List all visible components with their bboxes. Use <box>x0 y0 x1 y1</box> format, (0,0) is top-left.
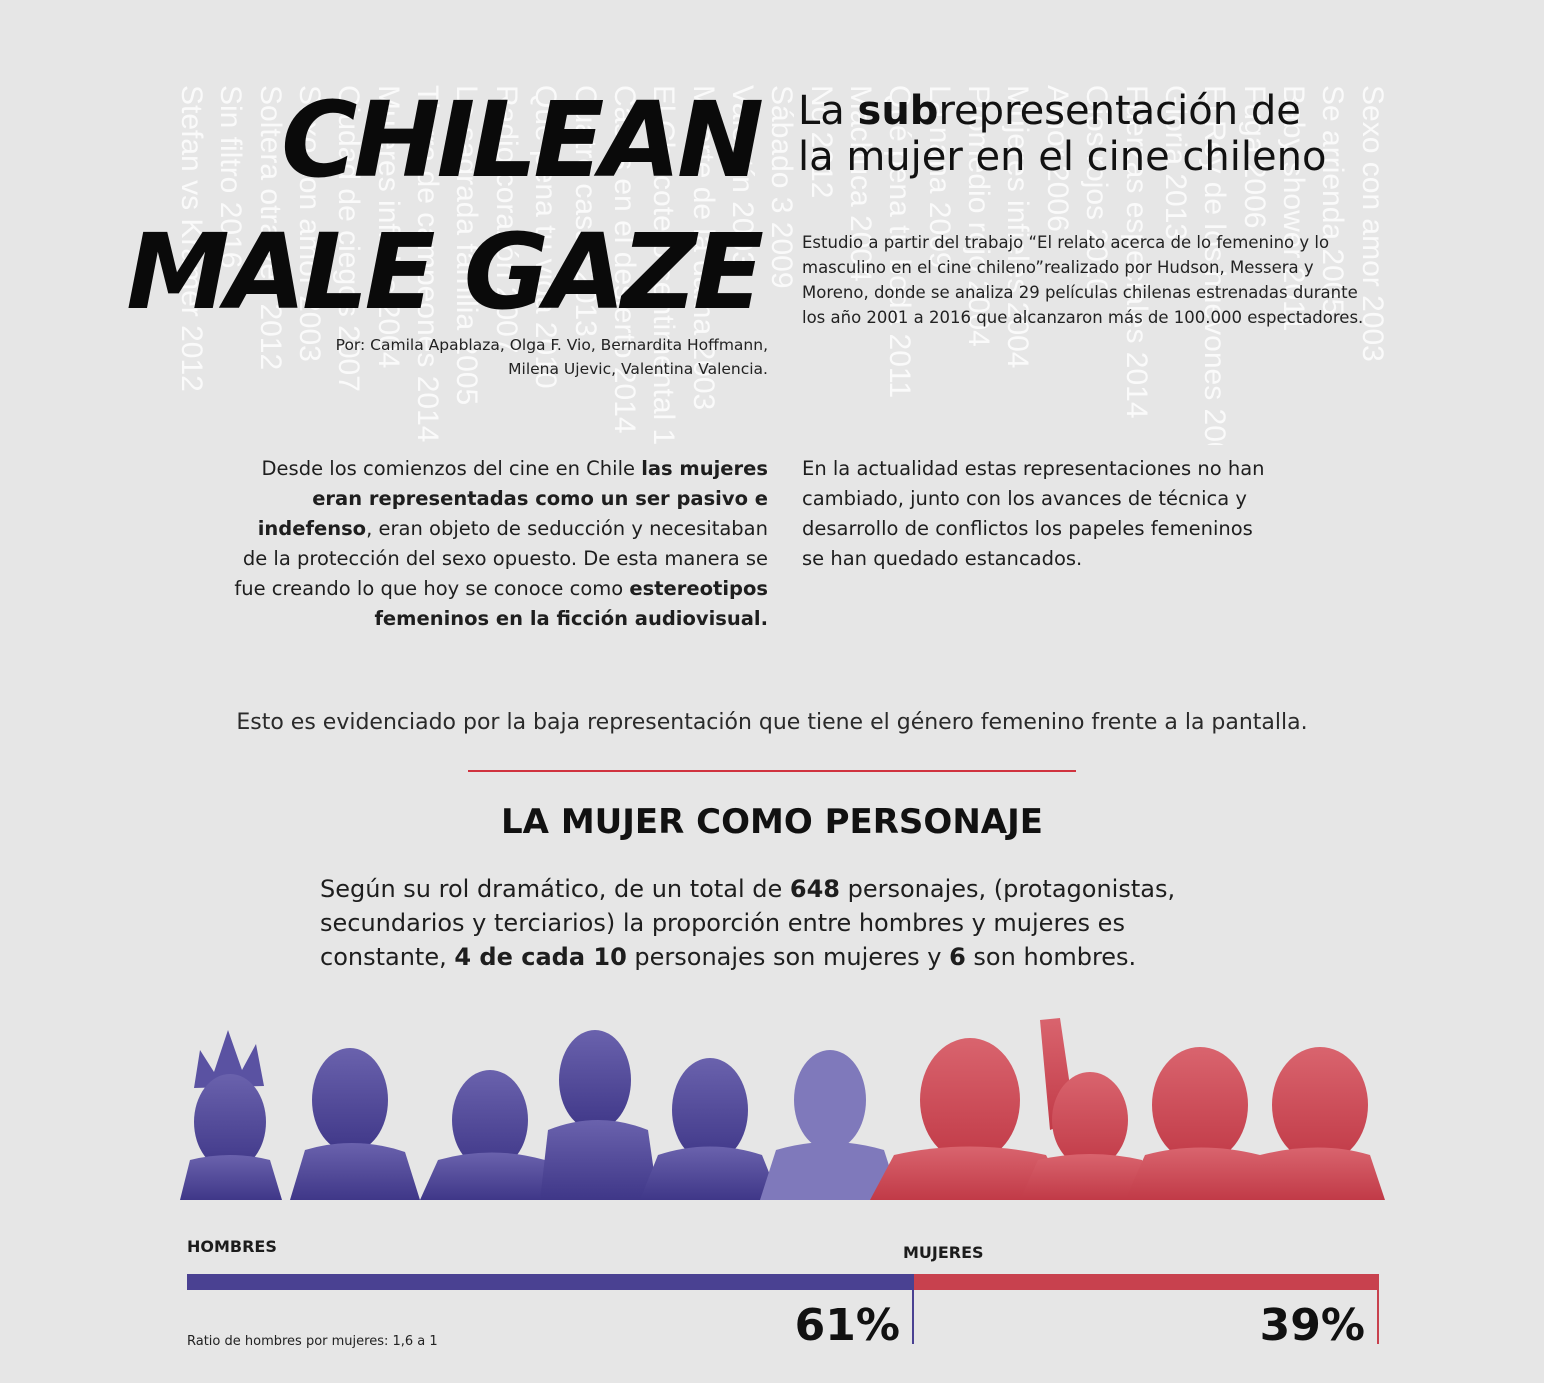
background-film-title: La nana 2009 <box>923 85 956 269</box>
bold-number: 648 <box>789 875 840 903</box>
title-line-1: CHILEAN <box>281 79 764 201</box>
background-film-title: Machuca 2004 <box>844 85 877 282</box>
portrait-man-6 <box>760 1050 900 1200</box>
bar-hombres <box>187 1274 914 1290</box>
background-film-title: Se arrienda 2005 <box>1316 85 1349 316</box>
authors-line-2: Milena Ujevic, Valentina Valencia. <box>508 360 768 378</box>
background-film-title: Sábado 3 2009 <box>765 85 798 289</box>
text: Desde los comienzos del cine en Chile <box>261 457 642 480</box>
bold-text: 4 de cada 10 <box>454 943 627 971</box>
text: secundarios y terciarios) la proporción … <box>320 909 1125 937</box>
text: de la protección del sexo opuesto. De es… <box>242 547 768 570</box>
evidence-line: Esto es evidenciado por la baja represen… <box>236 710 1308 735</box>
portrait-woman-4 <box>1240 1047 1385 1200</box>
intro-line: Estudio a partir del trabajo “El relato … <box>802 233 1330 252</box>
section-heading: LA MUJER COMO PERSONAJE <box>501 802 1043 842</box>
text: personajes, (protagonistas, <box>839 875 1176 903</box>
background-film-title: Promedio rojo 2004 <box>962 85 995 347</box>
red-divider <box>468 770 1076 772</box>
section-body: Según su rol dramático, de un total de 6… <box>320 872 1320 974</box>
subtitle-rest: representación de <box>938 88 1301 134</box>
background-film-title: La sagrada familia 2005 <box>450 85 483 406</box>
subtitle-line-2: la mujer en el cine chileno <box>798 134 1327 180</box>
authors: Por: Camila Apablaza, Olga F. Vio, Berna… <box>200 333 768 381</box>
ratio-footnote: Ratio de hombres por mujeres: 1,6 a 1 <box>187 1334 438 1349</box>
background-film-title: Muerte de la dama 2003 <box>687 85 720 411</box>
background-film-title: Sexo con amor 2003 <box>1356 85 1389 362</box>
portrait-woman-3 <box>1125 1047 1280 1200</box>
background-film-title: Gloria 2013 <box>1159 85 1192 241</box>
background-film-titles: Stefan vs Kramer 2012 Sin filtro 2016 Solt… <box>170 85 1390 445</box>
subtitle-bold: sub <box>857 88 939 134</box>
label-hombres: HOMBRES <box>187 1237 277 1256</box>
portrait-strip <box>180 1018 1385 1200</box>
text: En la actualidad estas representaciones … <box>802 457 1265 480</box>
background-film-title: Casas en el desierto 2014 <box>608 85 641 434</box>
bold-text: femeninos en la ficción audiovisual. <box>374 607 768 630</box>
bold-text: eran representadas como un ser pasivo e <box>312 487 768 510</box>
background-film-title: Qué pena tu vida 2010 <box>529 85 562 389</box>
bold-text: estereotipos <box>629 577 768 600</box>
background-film-title: Valentín 2003 <box>726 85 759 268</box>
text: desarrollo de conflictos los papeles fem… <box>802 517 1253 540</box>
background-film-title: Radio corazón 2007 <box>490 85 523 354</box>
background-film-title: Mujeres infieles 2004 <box>372 85 405 369</box>
subtitle: La subrepresentación de la mujer en el c… <box>798 88 1326 180</box>
text: Según su rol dramático, de un total de <box>320 875 790 903</box>
authors-line-1: Por: Camila Apablaza, Olga F. Vio, Berna… <box>335 336 768 354</box>
background-film-title: Fuerzas especiales 2014 <box>1120 85 1153 419</box>
portrait-woman-2 <box>1020 1018 1160 1200</box>
portrait-man-1 <box>180 1030 282 1200</box>
background-film-title: El Rey de los huevones 2006 <box>1198 85 1231 445</box>
right-paragraph: En la actualidad estas representaciones … <box>802 454 1402 574</box>
percent-hombres: 61% <box>794 1300 900 1351</box>
percent-mujeres: 39% <box>1259 1300 1365 1351</box>
text: fue creando lo que hoy se conoce como <box>234 577 630 600</box>
text: son hombres. <box>965 943 1137 971</box>
text: se han quedado estancados. <box>802 547 1083 570</box>
background-film-title: Qué pena tu boda 2011 <box>883 85 916 399</box>
background-film-title: Ojos rojos 2010 <box>1080 85 1113 296</box>
text: , eran objeto de seducción y necesitaban <box>366 517 768 540</box>
background-film-title: No 2012 <box>805 85 838 199</box>
bold-text: las mujeres <box>641 457 768 480</box>
bar-mujeres-end-tick <box>1377 1274 1379 1344</box>
background-film-title: Stefan vs Kramer 2012 <box>175 85 208 392</box>
subtitle-prefix: La <box>798 88 858 134</box>
background-film-title: Fuga 2006 <box>1238 85 1271 229</box>
text: constante, <box>320 943 455 971</box>
portrait-woman-1 <box>870 1038 1070 1200</box>
text: cambiado, junto con los avances de técni… <box>802 487 1247 510</box>
bold-text: indefenso <box>257 517 367 540</box>
left-paragraph: Desde los comienzos del cine en Chile la… <box>120 454 768 634</box>
background-film-title: Tierra de campeones 2014 <box>411 85 444 443</box>
text: personajes son mujeres y <box>626 943 950 971</box>
background-film-title: Mujeres infieles 2004 <box>1001 85 1034 369</box>
intro-line: los año 2001 a 2016 que alcanzaron más d… <box>802 308 1364 327</box>
bar-mujeres <box>914 1274 1379 1290</box>
background-film-title: Soltera otra vez 2012 <box>254 85 287 371</box>
intro-line: Moreno, donde se analiza 29 películas ch… <box>802 283 1358 302</box>
label-mujeres: MUJERES <box>903 1243 984 1262</box>
bar-hombres-end-tick <box>912 1274 914 1344</box>
background-film-title: Amor 2006 <box>1041 85 1074 232</box>
portrait-man-5 <box>640 1058 780 1200</box>
background-film-title: Cuatro casas 2013 <box>569 85 602 337</box>
bold-number: 6 <box>949 943 966 971</box>
background-film-title: Sin filtro 2016 <box>214 85 247 269</box>
portrait-man-2 <box>290 1048 420 1200</box>
title-line-2: MALE GAZE <box>126 211 764 333</box>
intro-line: masculino en el cine chileno”realizado p… <box>802 258 1314 277</box>
portrait-man-4 <box>540 1030 658 1200</box>
background-film-title: Baby shower 2011 <box>1277 85 1310 332</box>
portrait-man-3 <box>420 1070 562 1200</box>
background-film-title: El Chacotero sentimental 1999 <box>647 85 680 445</box>
background-film-title: Ciudad de ciegos 2007 <box>332 85 365 392</box>
background-film-title: Sexo con amor 2003 <box>293 85 326 362</box>
intro-text: Estudio a partir del trabajo “El relato … <box>802 230 1442 330</box>
